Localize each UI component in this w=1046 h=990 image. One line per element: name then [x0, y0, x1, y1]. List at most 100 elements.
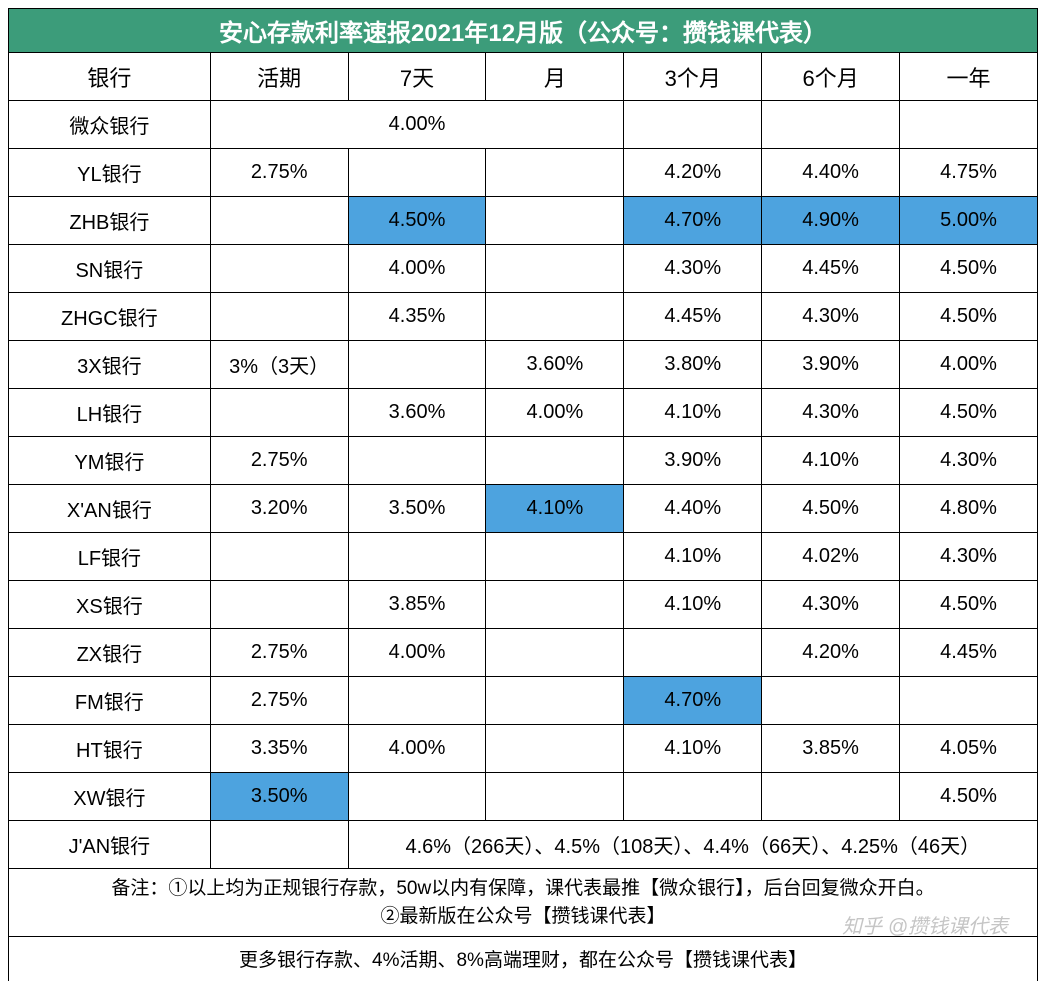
rate-cell: 4.40%	[762, 149, 900, 197]
rate-cell: 4.10%	[486, 485, 624, 533]
rate-cell: 4.45%	[900, 629, 1038, 677]
rate-cell: 4.45%	[762, 245, 900, 293]
bank-name-cell: FM银行	[9, 677, 211, 725]
bank-name-cell: J'AN银行	[9, 821, 211, 869]
rate-cell: 4.30%	[624, 245, 762, 293]
rate-cell	[486, 245, 624, 293]
rate-cell	[348, 773, 486, 821]
rate-cell	[210, 293, 348, 341]
rate-cell: 4.00%	[900, 341, 1038, 389]
note-cell: 备注：①以上均为正规银行存款，50w以内有保障，课代表最推【微众银行】，后台回复…	[9, 869, 1038, 937]
col-header-demand: 活期	[210, 53, 348, 101]
table-row: 微众银行4.00%	[9, 101, 1038, 149]
table-row: ZHGC银行4.35%4.45%4.30%4.50%	[9, 293, 1038, 341]
rate-cell: 2.75%	[210, 149, 348, 197]
col-header-1year: 一年	[900, 53, 1038, 101]
table-row: LF银行4.10%4.02%4.30%	[9, 533, 1038, 581]
table-row: YM银行2.75%3.90%4.10%4.30%	[9, 437, 1038, 485]
bank-name-cell: HT银行	[9, 725, 211, 773]
rate-cell	[210, 581, 348, 629]
footer-cell: 更多银行存款、4%活期、8%高端理财，都在公众号【攒钱课代表】	[9, 937, 1038, 981]
rate-cell	[486, 677, 624, 725]
bank-name-cell: XS银行	[9, 581, 211, 629]
rate-cell: 4.50%	[900, 293, 1038, 341]
table-row: HT银行3.35%4.00%4.10%3.85%4.05%	[9, 725, 1038, 773]
table-row: XW银行3.50% 4.50%	[9, 773, 1038, 821]
rate-cell	[210, 389, 348, 437]
rate-cell: 3%（3天）	[210, 341, 348, 389]
rate-cell: 4.50%	[900, 773, 1038, 821]
rate-cell: 4.10%	[624, 533, 762, 581]
rate-cell: 4.70%	[624, 677, 762, 725]
col-header-bank: 银行	[9, 53, 211, 101]
rate-cell	[486, 197, 624, 245]
rate-cell	[210, 533, 348, 581]
col-header-month: 月	[486, 53, 624, 101]
bank-name-cell: YL银行	[9, 149, 211, 197]
note-line2: ②最新版在公众号【攒钱课代表】	[19, 903, 1027, 931]
note-row: 备注：①以上均为正规银行存款，50w以内有保障，课代表最推【微众银行】，后台回复…	[9, 869, 1038, 937]
table-row: LH银行3.60%4.00%4.10%4.30%4.50%	[9, 389, 1038, 437]
table-row: SN银行4.00%4.30%4.45%4.50%	[9, 245, 1038, 293]
rates-table-container: 安心存款利率速报2021年12月版（公众号：攒钱课代表） 银行 活期 7天 月 …	[8, 8, 1038, 981]
table-row: J'AN银行4.6%（266天）、4.5%（108天）、4.4%（66天）、4.…	[9, 821, 1038, 869]
rate-cell: 4.80%	[900, 485, 1038, 533]
rate-cell: 4.50%	[900, 389, 1038, 437]
table-row: XS银行3.85%4.10%4.30%4.50%	[9, 581, 1038, 629]
table-row: ZHB银行4.50%4.70%4.90%5.00%	[9, 197, 1038, 245]
rate-cell: 4.45%	[624, 293, 762, 341]
table-title: 安心存款利率速报2021年12月版（公众号：攒钱课代表）	[9, 9, 1038, 53]
col-header-6month: 6个月	[762, 53, 900, 101]
bank-name-cell: XW银行	[9, 773, 211, 821]
bank-name-cell: ZX银行	[9, 629, 211, 677]
rate-cell	[210, 821, 348, 869]
rate-cell	[210, 197, 348, 245]
rate-cell	[486, 293, 624, 341]
table-row: 3X银行3%（3天）3.60%3.80%3.90%4.00%	[9, 341, 1038, 389]
rate-cell: 4.30%	[900, 533, 1038, 581]
rate-cell: 3.50%	[210, 773, 348, 821]
rate-cell	[486, 773, 624, 821]
rate-cell: 3.80%	[624, 341, 762, 389]
rate-cell	[624, 629, 762, 677]
rate-cell: 4.00%	[486, 389, 624, 437]
rate-cell: 3.50%	[348, 485, 486, 533]
rate-cell: 4.30%	[762, 293, 900, 341]
rate-cell: 4.00%	[348, 629, 486, 677]
table-row: X'AN银行3.20%3.50%4.10%4.40%4.50%4.80%	[9, 485, 1038, 533]
rate-cell	[486, 149, 624, 197]
rate-cell	[348, 437, 486, 485]
rate-cell	[486, 581, 624, 629]
rate-cell: 3.85%	[762, 725, 900, 773]
rate-cell	[348, 341, 486, 389]
rate-cell: 4.20%	[624, 149, 762, 197]
note-line1: 备注：①以上均为正规银行存款，50w以内有保障，课代表最推【微众银行】，后台回复…	[19, 875, 1027, 903]
bank-name-cell: LH银行	[9, 389, 211, 437]
table-row: ZX银行2.75%4.00%4.20%4.45%	[9, 629, 1038, 677]
rate-cell: 4.90%	[762, 197, 900, 245]
bank-name-cell: SN银行	[9, 245, 211, 293]
header-row: 银行 活期 7天 月 3个月 6个月 一年	[9, 53, 1038, 101]
rate-cell	[210, 245, 348, 293]
table-row: FM银行2.75% 4.70%	[9, 677, 1038, 725]
rate-cell: 4.30%	[762, 389, 900, 437]
rate-cell: 4.00%	[348, 725, 486, 773]
rate-cell	[348, 533, 486, 581]
rate-cell: 2.75%	[210, 677, 348, 725]
rate-cell: 4.10%	[624, 725, 762, 773]
rate-cell: 4.10%	[762, 437, 900, 485]
rate-cell	[762, 677, 900, 725]
rate-cell	[486, 533, 624, 581]
bank-name-cell: YM银行	[9, 437, 211, 485]
rate-cell	[486, 437, 624, 485]
rate-cell: 4.10%	[624, 581, 762, 629]
rate-cell: 3.60%	[486, 341, 624, 389]
rate-cell: 4.00%	[210, 101, 624, 149]
rate-cell: 4.00%	[348, 245, 486, 293]
rate-cell: 4.50%	[900, 581, 1038, 629]
rate-cell	[348, 677, 486, 725]
rate-cell: 4.02%	[762, 533, 900, 581]
title-row: 安心存款利率速报2021年12月版（公众号：攒钱课代表）	[9, 9, 1038, 53]
rate-cell	[624, 101, 762, 149]
rate-cell: 4.40%	[624, 485, 762, 533]
